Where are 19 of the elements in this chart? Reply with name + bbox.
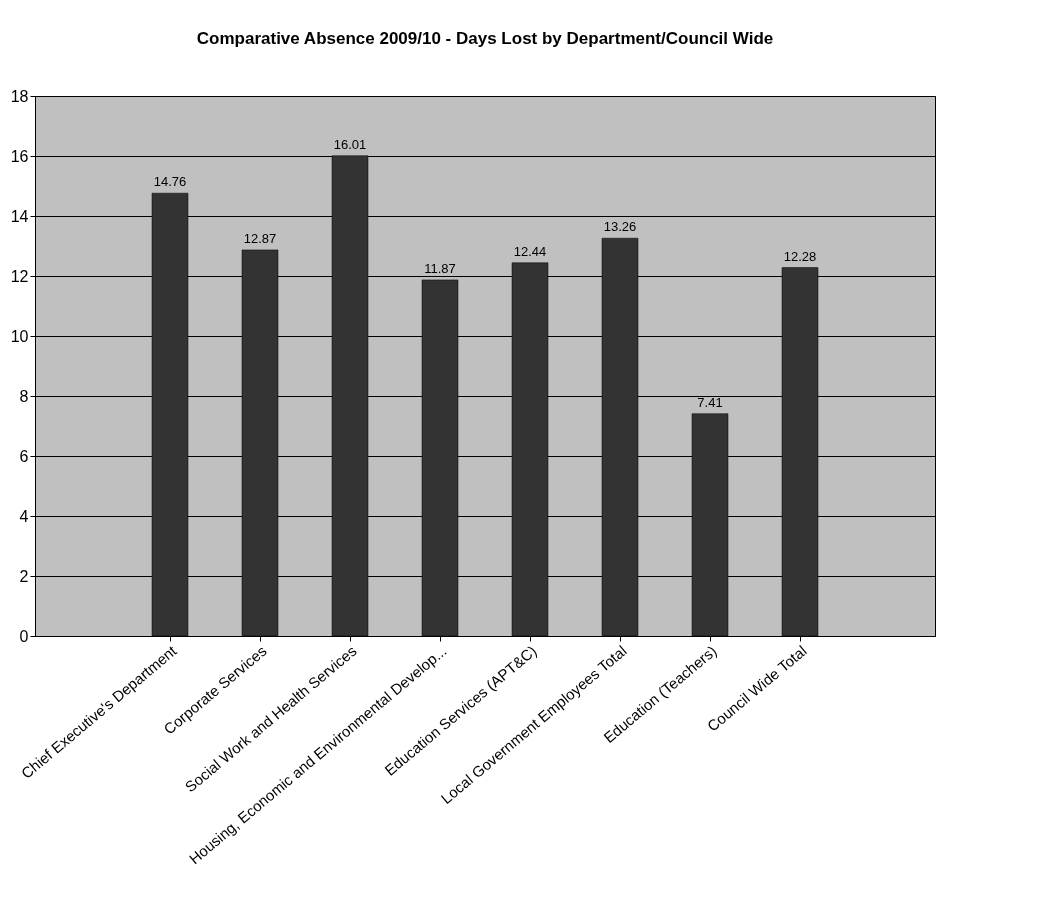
y-tick-label: 18 (10, 87, 29, 105)
y-tick-label: 2 (19, 567, 29, 585)
data-label: 12.28 (783, 248, 817, 264)
data-label: 12.87 (243, 230, 277, 246)
data-label: 13.26 (603, 219, 637, 235)
data-label: 12.44 (513, 243, 547, 259)
data-label: 7.41 (697, 394, 723, 410)
y-tick-label: 16 (10, 147, 29, 165)
y-tick-label: 4 (19, 507, 29, 525)
y-tick-label: 0 (19, 627, 29, 645)
y-tick-label: 14 (10, 207, 29, 225)
data-label: 16.01 (333, 136, 367, 152)
data-label: 11.87 (424, 260, 456, 276)
y-tick-label: 12 (10, 267, 29, 285)
y-tick-label: 6 (19, 447, 29, 465)
data-label: 14.76 (153, 174, 187, 190)
chart-title: Comparative Absence 2009/10 - Days Lost by Department/Council Wide (196, 29, 774, 48)
y-tick-label: 8 (19, 387, 29, 405)
y-tick-label: 10 (10, 327, 29, 345)
